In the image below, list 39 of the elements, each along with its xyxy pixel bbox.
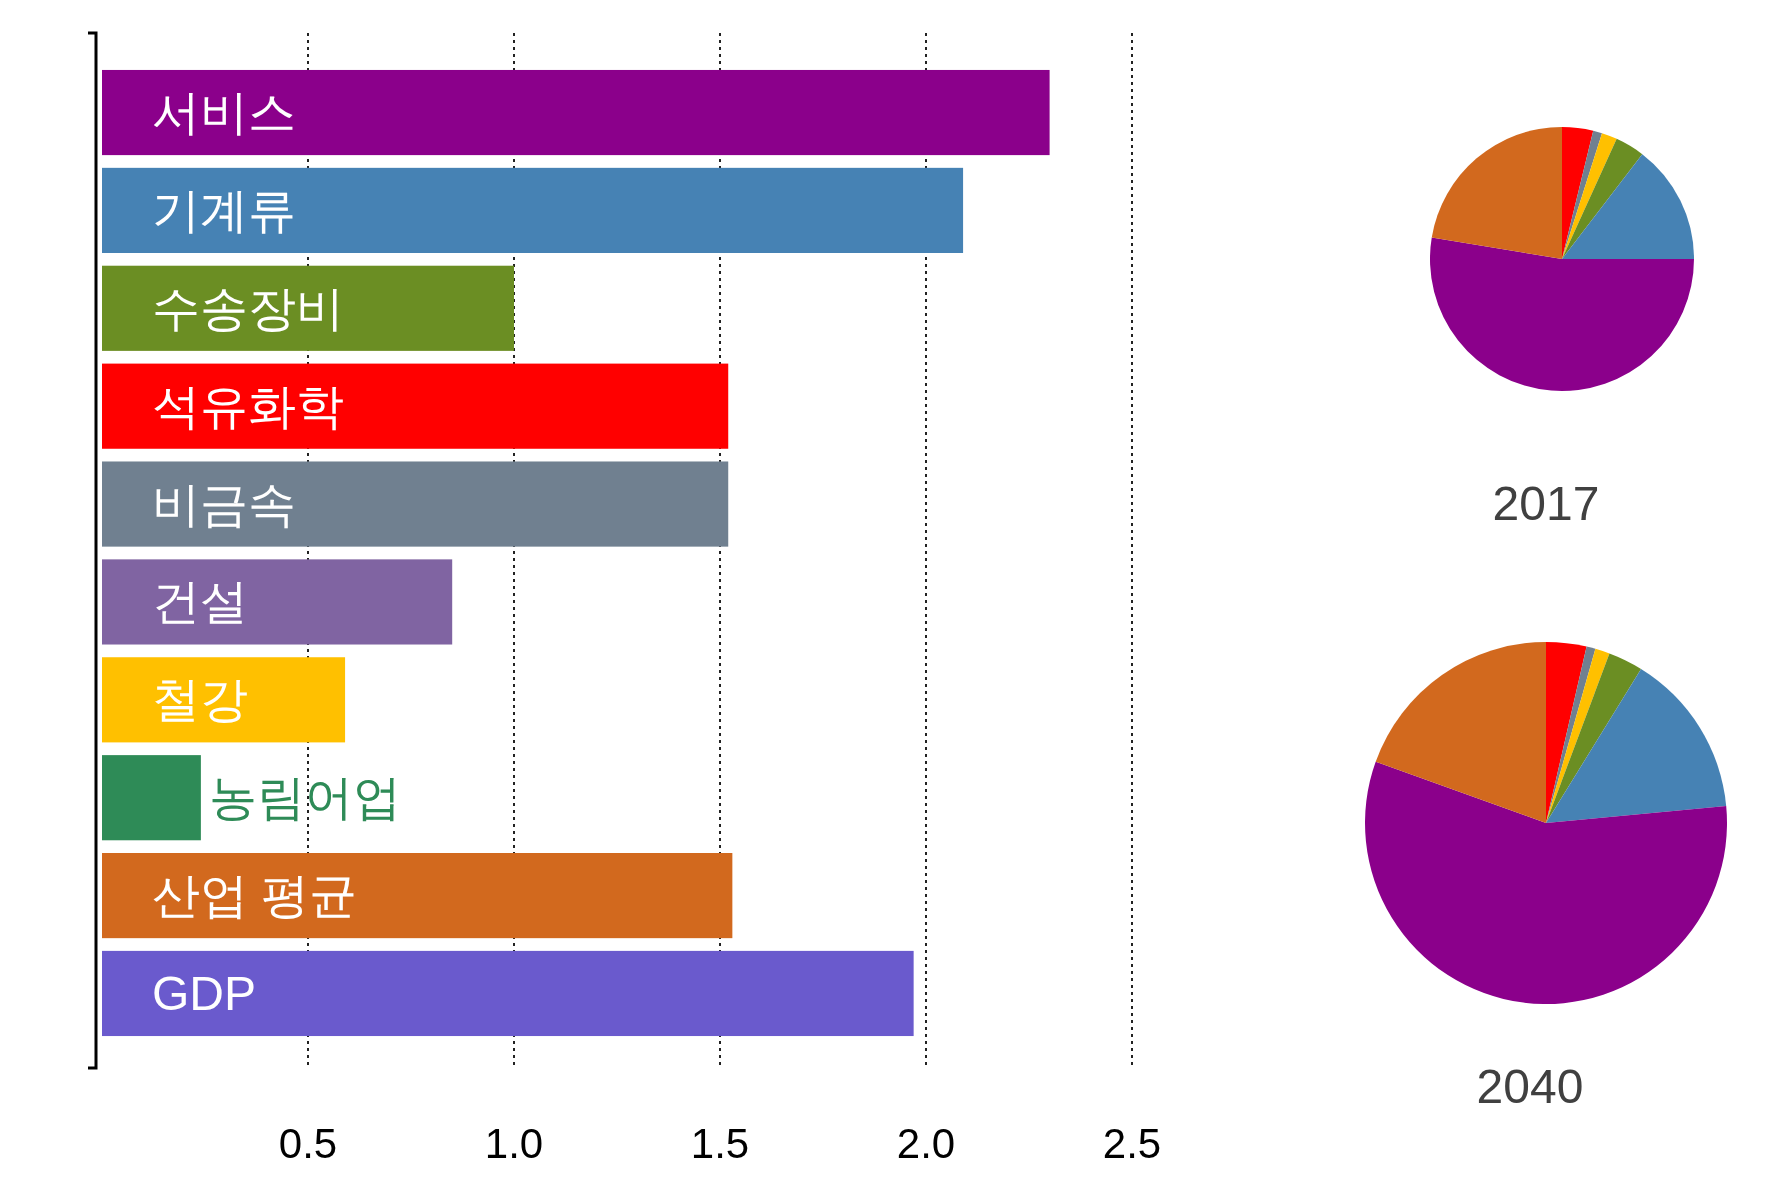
bar: [102, 657, 346, 743]
bar: [102, 167, 964, 253]
pie-slice: [1562, 138, 1643, 259]
pie-slice: [1365, 761, 1727, 1004]
pie-slice: [1546, 653, 1642, 823]
bar: [102, 853, 733, 939]
bar: [102, 69, 1050, 156]
y-tick-label: GDP: [152, 966, 257, 1020]
bar: [102, 755, 201, 841]
pie-slice: [1562, 127, 1594, 259]
pie-slice: [1562, 154, 1694, 259]
pie-slice: [1546, 668, 1727, 823]
x-tick-label: 2.0: [896, 1120, 956, 1167]
pie-slice: [1431, 127, 1562, 259]
pie-slice: [1562, 133, 1617, 259]
y-tick-label: 수송장비: [152, 281, 344, 335]
y-tick-label: 산업 평균: [152, 869, 358, 923]
y-tick-label: 철강: [152, 673, 248, 727]
bar: [102, 559, 453, 645]
bar: [102, 950, 914, 1037]
bar: [102, 265, 514, 351]
bar: [102, 363, 729, 449]
y-tick-label: 석유화학: [152, 379, 344, 433]
bar: [102, 461, 729, 547]
text: 2040: [1476, 1060, 1584, 1113]
text: 2017: [1492, 477, 1600, 530]
x-tick-label: 1.0: [484, 1120, 544, 1167]
y-tick-label: 비금속: [152, 477, 296, 531]
y-tick-label: 농림어업: [208, 771, 401, 825]
x-tick-label: 2.5: [1102, 1120, 1162, 1167]
pie-slice: [1430, 237, 1694, 391]
pie-slice: [1546, 642, 1587, 823]
y-tick-label: 기계류: [152, 183, 296, 237]
x-tick-label: 1.5: [690, 1120, 750, 1167]
y-tick-label: 서비스: [152, 86, 296, 140]
x-tick-label: 0.5: [278, 1120, 338, 1167]
pie-slice: [1546, 648, 1610, 823]
y-tick-label: 건설: [152, 575, 248, 629]
pie-slice: [1375, 642, 1546, 823]
